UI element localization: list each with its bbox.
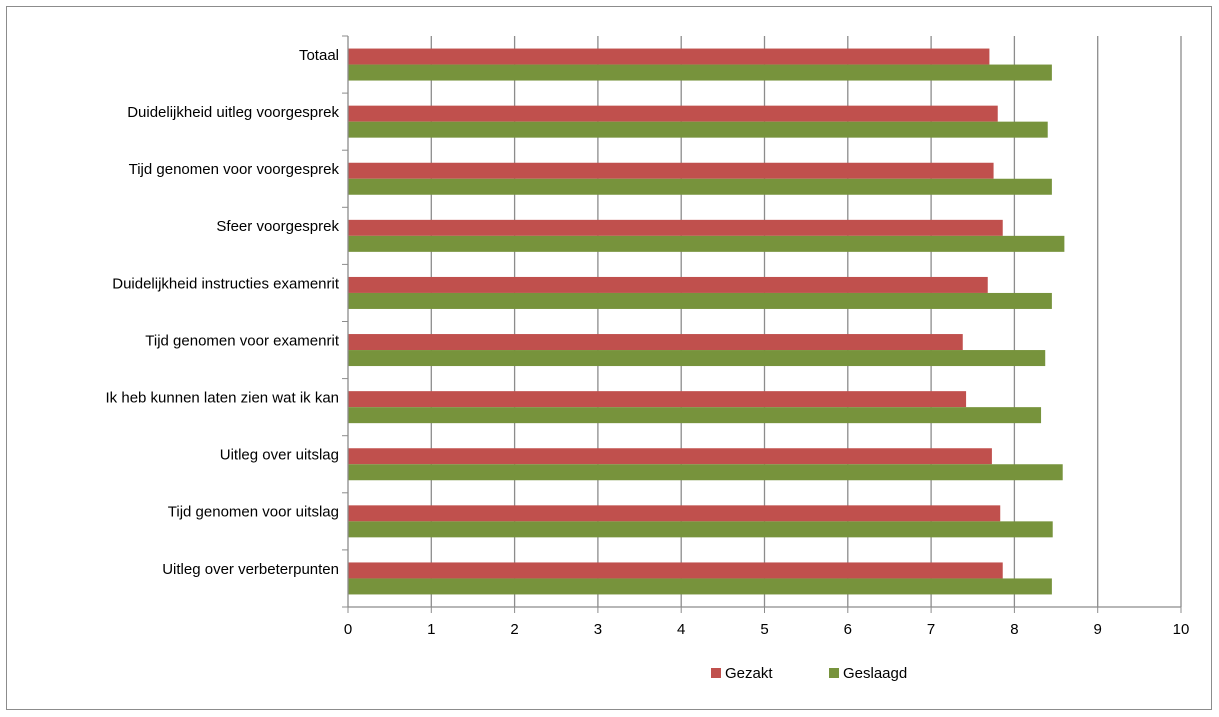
bar-geslaagd <box>348 350 1046 367</box>
tick-labels: 0 1 2 3 4 5 6 7 8 9 10 <box>344 621 1190 638</box>
bar-geslaagd <box>348 178 1052 195</box>
bar-gezakt <box>348 505 1001 522</box>
bar-gezakt <box>348 48 990 65</box>
bar-geslaagd <box>348 578 1052 595</box>
x-tick-label: 10 <box>1173 621 1190 638</box>
x-tick-label: 9 <box>1094 621 1102 638</box>
x-tick-label: 7 <box>927 621 935 638</box>
bar-geslaagd <box>348 235 1065 252</box>
x-tick-label: 1 <box>427 621 435 638</box>
category-label: Tijd genomen voor voorgesprek <box>129 161 340 178</box>
bar-gezakt <box>348 448 992 465</box>
category-label: Uitleg over uitslag <box>220 447 339 464</box>
x-tick-label: 4 <box>677 621 685 638</box>
legend-swatch-geslaagd <box>829 668 839 678</box>
bar-gezakt <box>348 391 967 408</box>
bar-gezakt <box>348 219 1003 236</box>
legend: Gezakt Geslaagd <box>711 665 907 682</box>
category-label: Uitleg over verbeterpunten <box>162 561 339 578</box>
bar-geslaagd <box>348 121 1048 138</box>
bar-gezakt <box>348 334 963 351</box>
category-label: Tijd genomen voor examenrit <box>145 332 340 349</box>
chart-frame: Totaal Duidelijkheid uitleg voorgesprek Ti… <box>6 6 1212 710</box>
legend-label-geslaagd: Geslaagd <box>843 665 907 682</box>
axes <box>342 35 1182 613</box>
bar-gezakt <box>348 105 998 122</box>
legend-label-gezakt: Gezakt <box>725 665 773 682</box>
category-label: Totaal <box>299 47 339 64</box>
category-label: Tijd genomen voor uitslag <box>168 504 339 521</box>
bar-geslaagd <box>348 407 1042 424</box>
legend-swatch-gezakt <box>711 668 721 678</box>
category-label: Sfeer voorgesprek <box>216 218 339 235</box>
x-tick-label: 6 <box>844 621 852 638</box>
bar-geslaagd <box>348 64 1052 81</box>
category-label: Ik heb kunnen laten zien wat ik kan <box>106 390 339 407</box>
bars <box>348 48 1065 595</box>
bar-geslaagd <box>348 521 1053 538</box>
bar-gezakt <box>348 162 994 179</box>
category-label: Duidelijkheid instructies examenrit <box>112 275 340 292</box>
x-tick-label: 3 <box>594 621 602 638</box>
bar-geslaagd <box>348 464 1063 481</box>
x-tick-label: 8 <box>1010 621 1018 638</box>
bar-gezakt <box>348 276 988 293</box>
x-tick-label: 0 <box>344 621 352 638</box>
bar-geslaagd <box>348 292 1052 309</box>
x-tick-label: 5 <box>760 621 768 638</box>
bar-gezakt <box>348 562 1003 579</box>
bar-chart: Totaal Duidelijkheid uitleg voorgesprek Ti… <box>106 35 1190 682</box>
category-labels: Totaal Duidelijkheid uitleg voorgesprek Ti… <box>106 47 340 578</box>
category-label: Duidelijkheid uitleg voorgesprek <box>127 104 339 121</box>
x-tick-label: 2 <box>510 621 518 638</box>
